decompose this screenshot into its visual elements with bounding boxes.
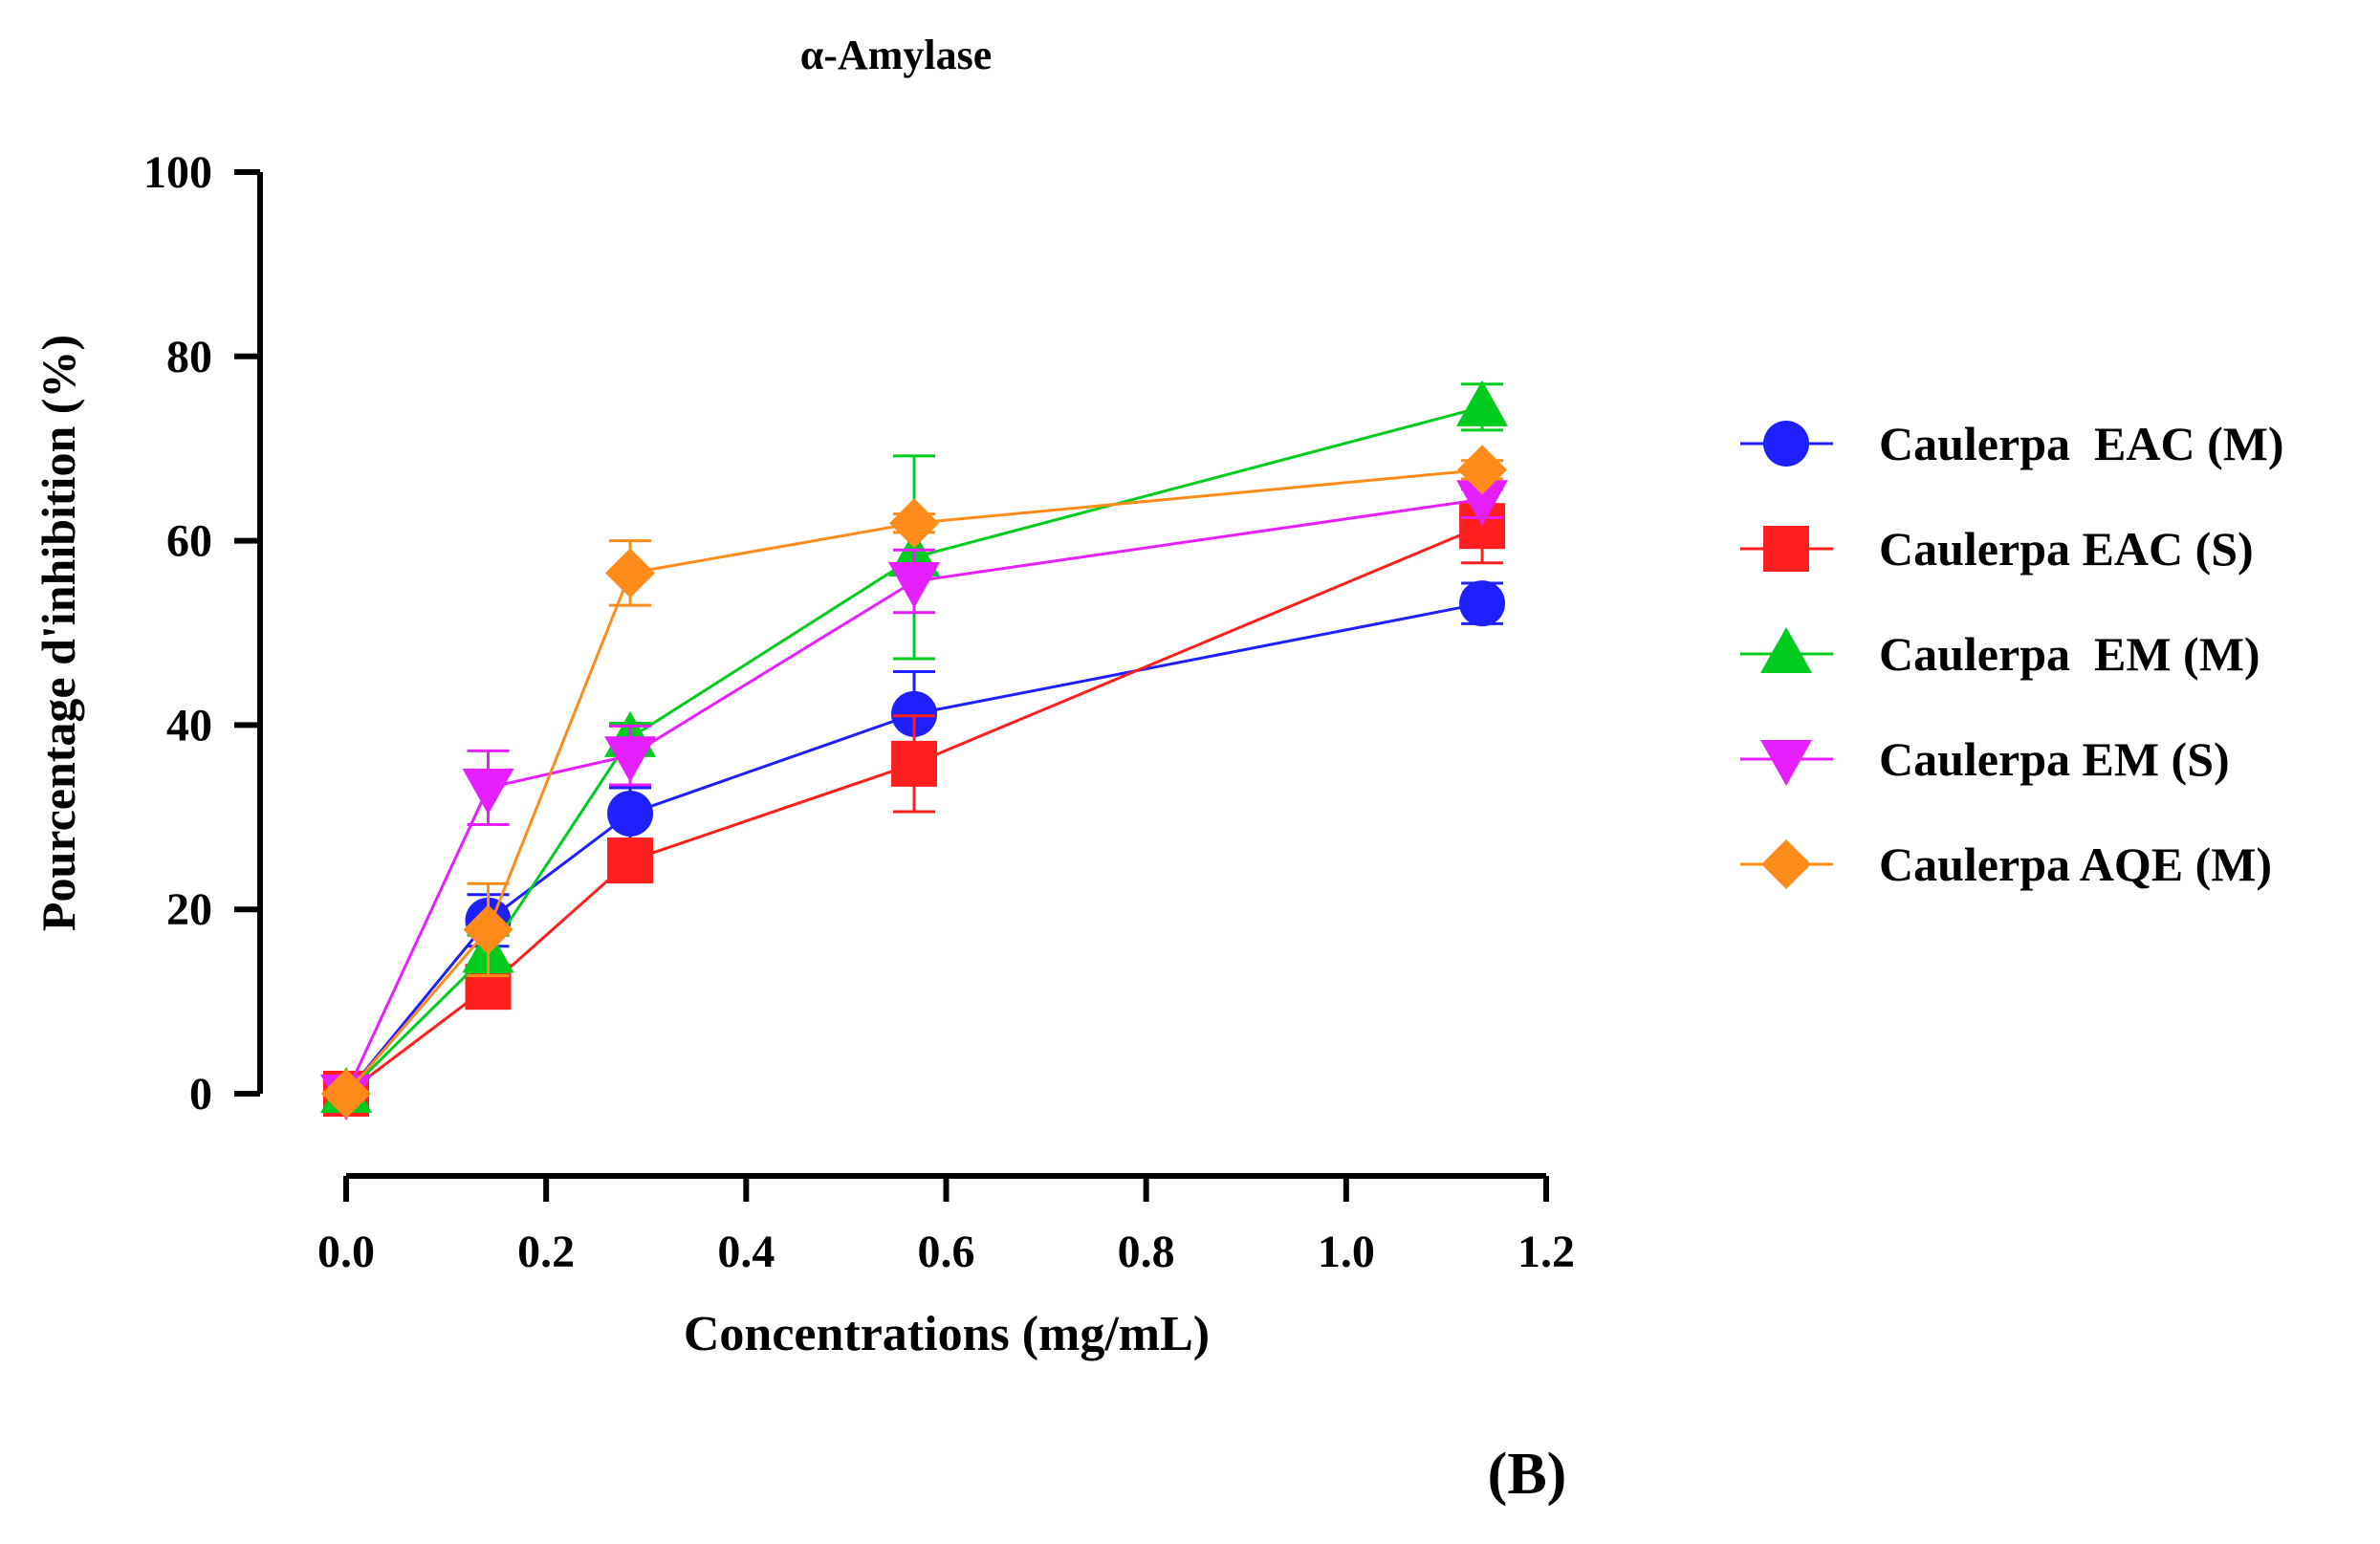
series-layer xyxy=(320,380,1509,1120)
x-tick-label: 0.2 xyxy=(517,1227,575,1277)
data-point xyxy=(889,498,940,549)
series-1 xyxy=(323,580,1506,1117)
legend-item: Caulerpa EM (M) xyxy=(1740,627,2260,681)
legend-marker xyxy=(1761,839,1811,889)
legend-label: Caulerpa EAC (M) xyxy=(1879,417,2284,470)
data-point xyxy=(1457,445,1508,495)
x-tick-label: 0.6 xyxy=(918,1227,975,1277)
legend-label: Caulerpa EAC (S) xyxy=(1879,522,2254,576)
legend-marker xyxy=(1760,627,1812,673)
data-point xyxy=(607,790,654,837)
x-tick-label: 1.0 xyxy=(1318,1227,1375,1277)
y-tick-label: 20 xyxy=(166,884,212,935)
data-point xyxy=(1456,380,1509,426)
chart-title: α-Amylase xyxy=(800,32,993,78)
x-tick-label: 1.2 xyxy=(1518,1227,1575,1277)
data-point xyxy=(605,548,656,598)
y-tick-label: 40 xyxy=(166,700,212,750)
legend-item: Caulerpa EAC (M) xyxy=(1740,417,2284,470)
data-point xyxy=(463,904,513,955)
legend-item: Caulerpa EAC (S) xyxy=(1740,522,2254,576)
x-axis-ticks: 0.0 0.2 0.4 0.6 0.8 1.0 1.2 xyxy=(317,1176,1575,1277)
data-point xyxy=(888,562,941,609)
legend-marker xyxy=(1763,526,1809,572)
y-tick-label: 100 xyxy=(143,147,212,198)
data-point xyxy=(604,736,657,783)
data-point xyxy=(1459,580,1506,627)
data-point xyxy=(462,768,514,815)
data-point xyxy=(891,740,938,787)
series-5 xyxy=(321,445,1508,1119)
data-point xyxy=(321,1069,371,1119)
y-tick-label: 80 xyxy=(166,332,212,382)
x-axis-label: Concentrations (mg/mL) xyxy=(684,1307,1210,1361)
legend-marker xyxy=(1763,421,1809,467)
y-tick-label: 60 xyxy=(166,516,212,567)
x-tick-label: 0.4 xyxy=(717,1227,775,1277)
legend: Caulerpa EAC (M) Caulerpa EAC (S) Caulerpa… xyxy=(1740,417,2284,891)
legend-label: Caulerpa EM (M) xyxy=(1879,627,2260,681)
y-axis-label: Pourcentage d'inhibition (%) xyxy=(32,335,85,931)
legend-item: Caulerpa EM (S) xyxy=(1740,732,2230,786)
legend-label: Caulerpa EM (S) xyxy=(1879,732,2230,786)
legend-marker xyxy=(1760,740,1812,786)
panel-label: (B) xyxy=(1488,1442,1567,1507)
x-tick-label: 0.8 xyxy=(1118,1227,1175,1277)
y-axis-ticks: 0 20 40 60 80 100 xyxy=(143,147,260,1120)
data-point xyxy=(607,837,654,884)
data-point xyxy=(891,690,938,737)
legend-item: Caulerpa AQE (M) xyxy=(1740,837,2272,891)
y-tick-label: 0 xyxy=(189,1069,212,1120)
data-point xyxy=(1456,480,1509,527)
legend-label: Caulerpa AQE (M) xyxy=(1879,837,2272,891)
x-tick-label: 0.0 xyxy=(317,1227,375,1277)
